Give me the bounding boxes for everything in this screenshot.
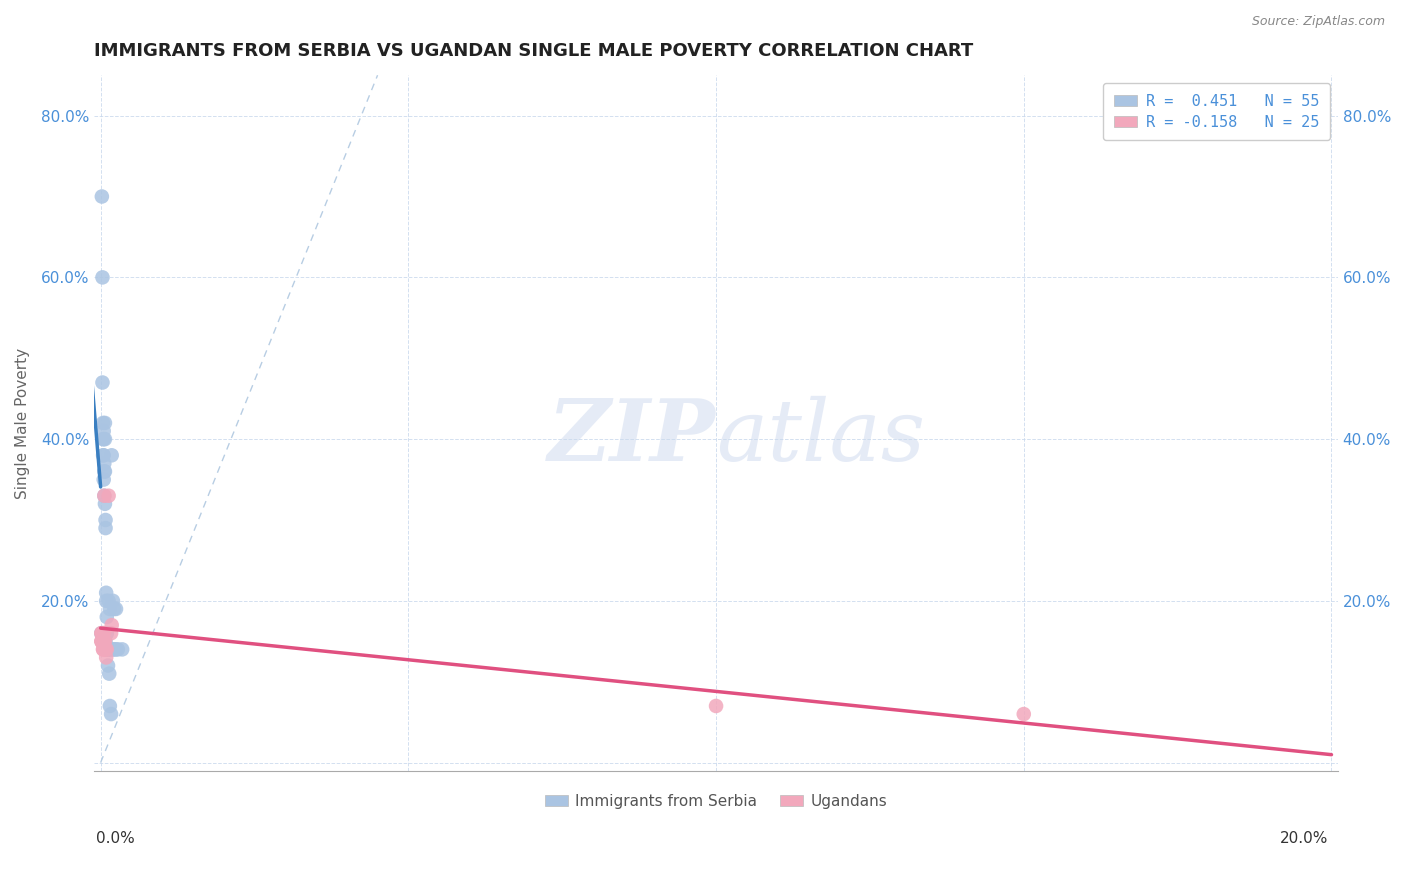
- Point: [107, 642, 129, 657]
- Text: 0.0%: 0.0%: [96, 831, 135, 846]
- Point: [98, 642, 121, 657]
- Point: [91, 432, 114, 446]
- Point: [103, 642, 125, 657]
- Point: [97, 594, 120, 608]
- Point: [94, 634, 117, 648]
- Point: [91, 626, 114, 640]
- Point: [93, 432, 115, 446]
- Point: [93, 465, 115, 479]
- Point: [96, 642, 118, 657]
- Point: [93, 424, 115, 438]
- Legend: Immigrants from Serbia, Ugandans: Immigrants from Serbia, Ugandans: [538, 788, 894, 815]
- Point: [91, 416, 114, 430]
- Point: [98, 666, 121, 681]
- Point: [94, 416, 117, 430]
- Point: [97, 642, 120, 657]
- Point: [101, 642, 124, 657]
- Point: [704, 698, 727, 713]
- Point: [96, 626, 118, 640]
- Point: [93, 626, 115, 640]
- Point: [96, 642, 118, 657]
- Point: [96, 586, 118, 600]
- Point: [91, 626, 114, 640]
- Point: [96, 642, 118, 657]
- Point: [93, 448, 115, 462]
- Point: [91, 448, 114, 462]
- Point: [96, 594, 118, 608]
- Point: [105, 602, 128, 616]
- Point: [90, 634, 112, 648]
- Point: [94, 521, 117, 535]
- Point: [111, 642, 134, 657]
- Point: [98, 602, 121, 616]
- Point: [94, 634, 117, 648]
- Point: [91, 634, 114, 648]
- Text: 20.0%: 20.0%: [1281, 831, 1329, 846]
- Point: [96, 626, 118, 640]
- Point: [100, 448, 122, 462]
- Point: [94, 465, 117, 479]
- Text: atlas: atlas: [716, 395, 925, 478]
- Point: [93, 634, 115, 648]
- Point: [98, 698, 121, 713]
- Point: [91, 270, 114, 285]
- Point: [93, 489, 115, 503]
- Point: [93, 634, 115, 648]
- Point: [96, 610, 118, 624]
- Point: [91, 626, 114, 640]
- Point: [94, 642, 117, 657]
- Point: [103, 602, 125, 616]
- Point: [94, 513, 117, 527]
- Point: [94, 642, 117, 657]
- Point: [90, 634, 112, 648]
- Point: [91, 376, 114, 390]
- Text: ZIP: ZIP: [548, 395, 716, 479]
- Point: [93, 626, 115, 640]
- Point: [90, 626, 112, 640]
- Point: [91, 642, 114, 657]
- Y-axis label: Single Male Poverty: Single Male Poverty: [15, 347, 30, 499]
- Point: [90, 634, 112, 648]
- Point: [93, 473, 115, 487]
- Point: [93, 489, 115, 503]
- Point: [94, 626, 117, 640]
- Point: [96, 650, 118, 665]
- Point: [100, 642, 122, 657]
- Point: [91, 634, 114, 648]
- Point: [105, 642, 128, 657]
- Point: [93, 456, 115, 470]
- Point: [91, 642, 114, 657]
- Text: IMMIGRANTS FROM SERBIA VS UGANDAN SINGLE MALE POVERTY CORRELATION CHART: IMMIGRANTS FROM SERBIA VS UGANDAN SINGLE…: [94, 42, 974, 60]
- Point: [96, 642, 118, 657]
- Point: [94, 432, 117, 446]
- Point: [91, 634, 114, 648]
- Point: [1012, 707, 1035, 722]
- Point: [93, 634, 115, 648]
- Point: [94, 497, 117, 511]
- Point: [97, 642, 120, 657]
- Point: [97, 658, 120, 673]
- Point: [101, 594, 124, 608]
- Point: [96, 642, 118, 657]
- Point: [100, 626, 122, 640]
- Point: [97, 489, 120, 503]
- Point: [90, 189, 112, 203]
- Text: Source: ZipAtlas.com: Source: ZipAtlas.com: [1251, 15, 1385, 28]
- Point: [90, 634, 112, 648]
- Point: [100, 707, 122, 722]
- Point: [90, 626, 112, 640]
- Point: [90, 626, 112, 640]
- Point: [100, 618, 122, 632]
